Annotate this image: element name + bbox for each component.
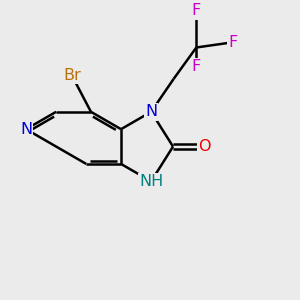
Text: N: N [145,104,157,119]
Text: NH: NH [139,174,163,189]
Text: N: N [20,122,32,137]
Text: F: F [192,59,201,74]
Text: F: F [192,4,201,19]
Text: Br: Br [63,68,81,83]
Text: O: O [198,139,211,154]
Text: F: F [228,35,238,50]
